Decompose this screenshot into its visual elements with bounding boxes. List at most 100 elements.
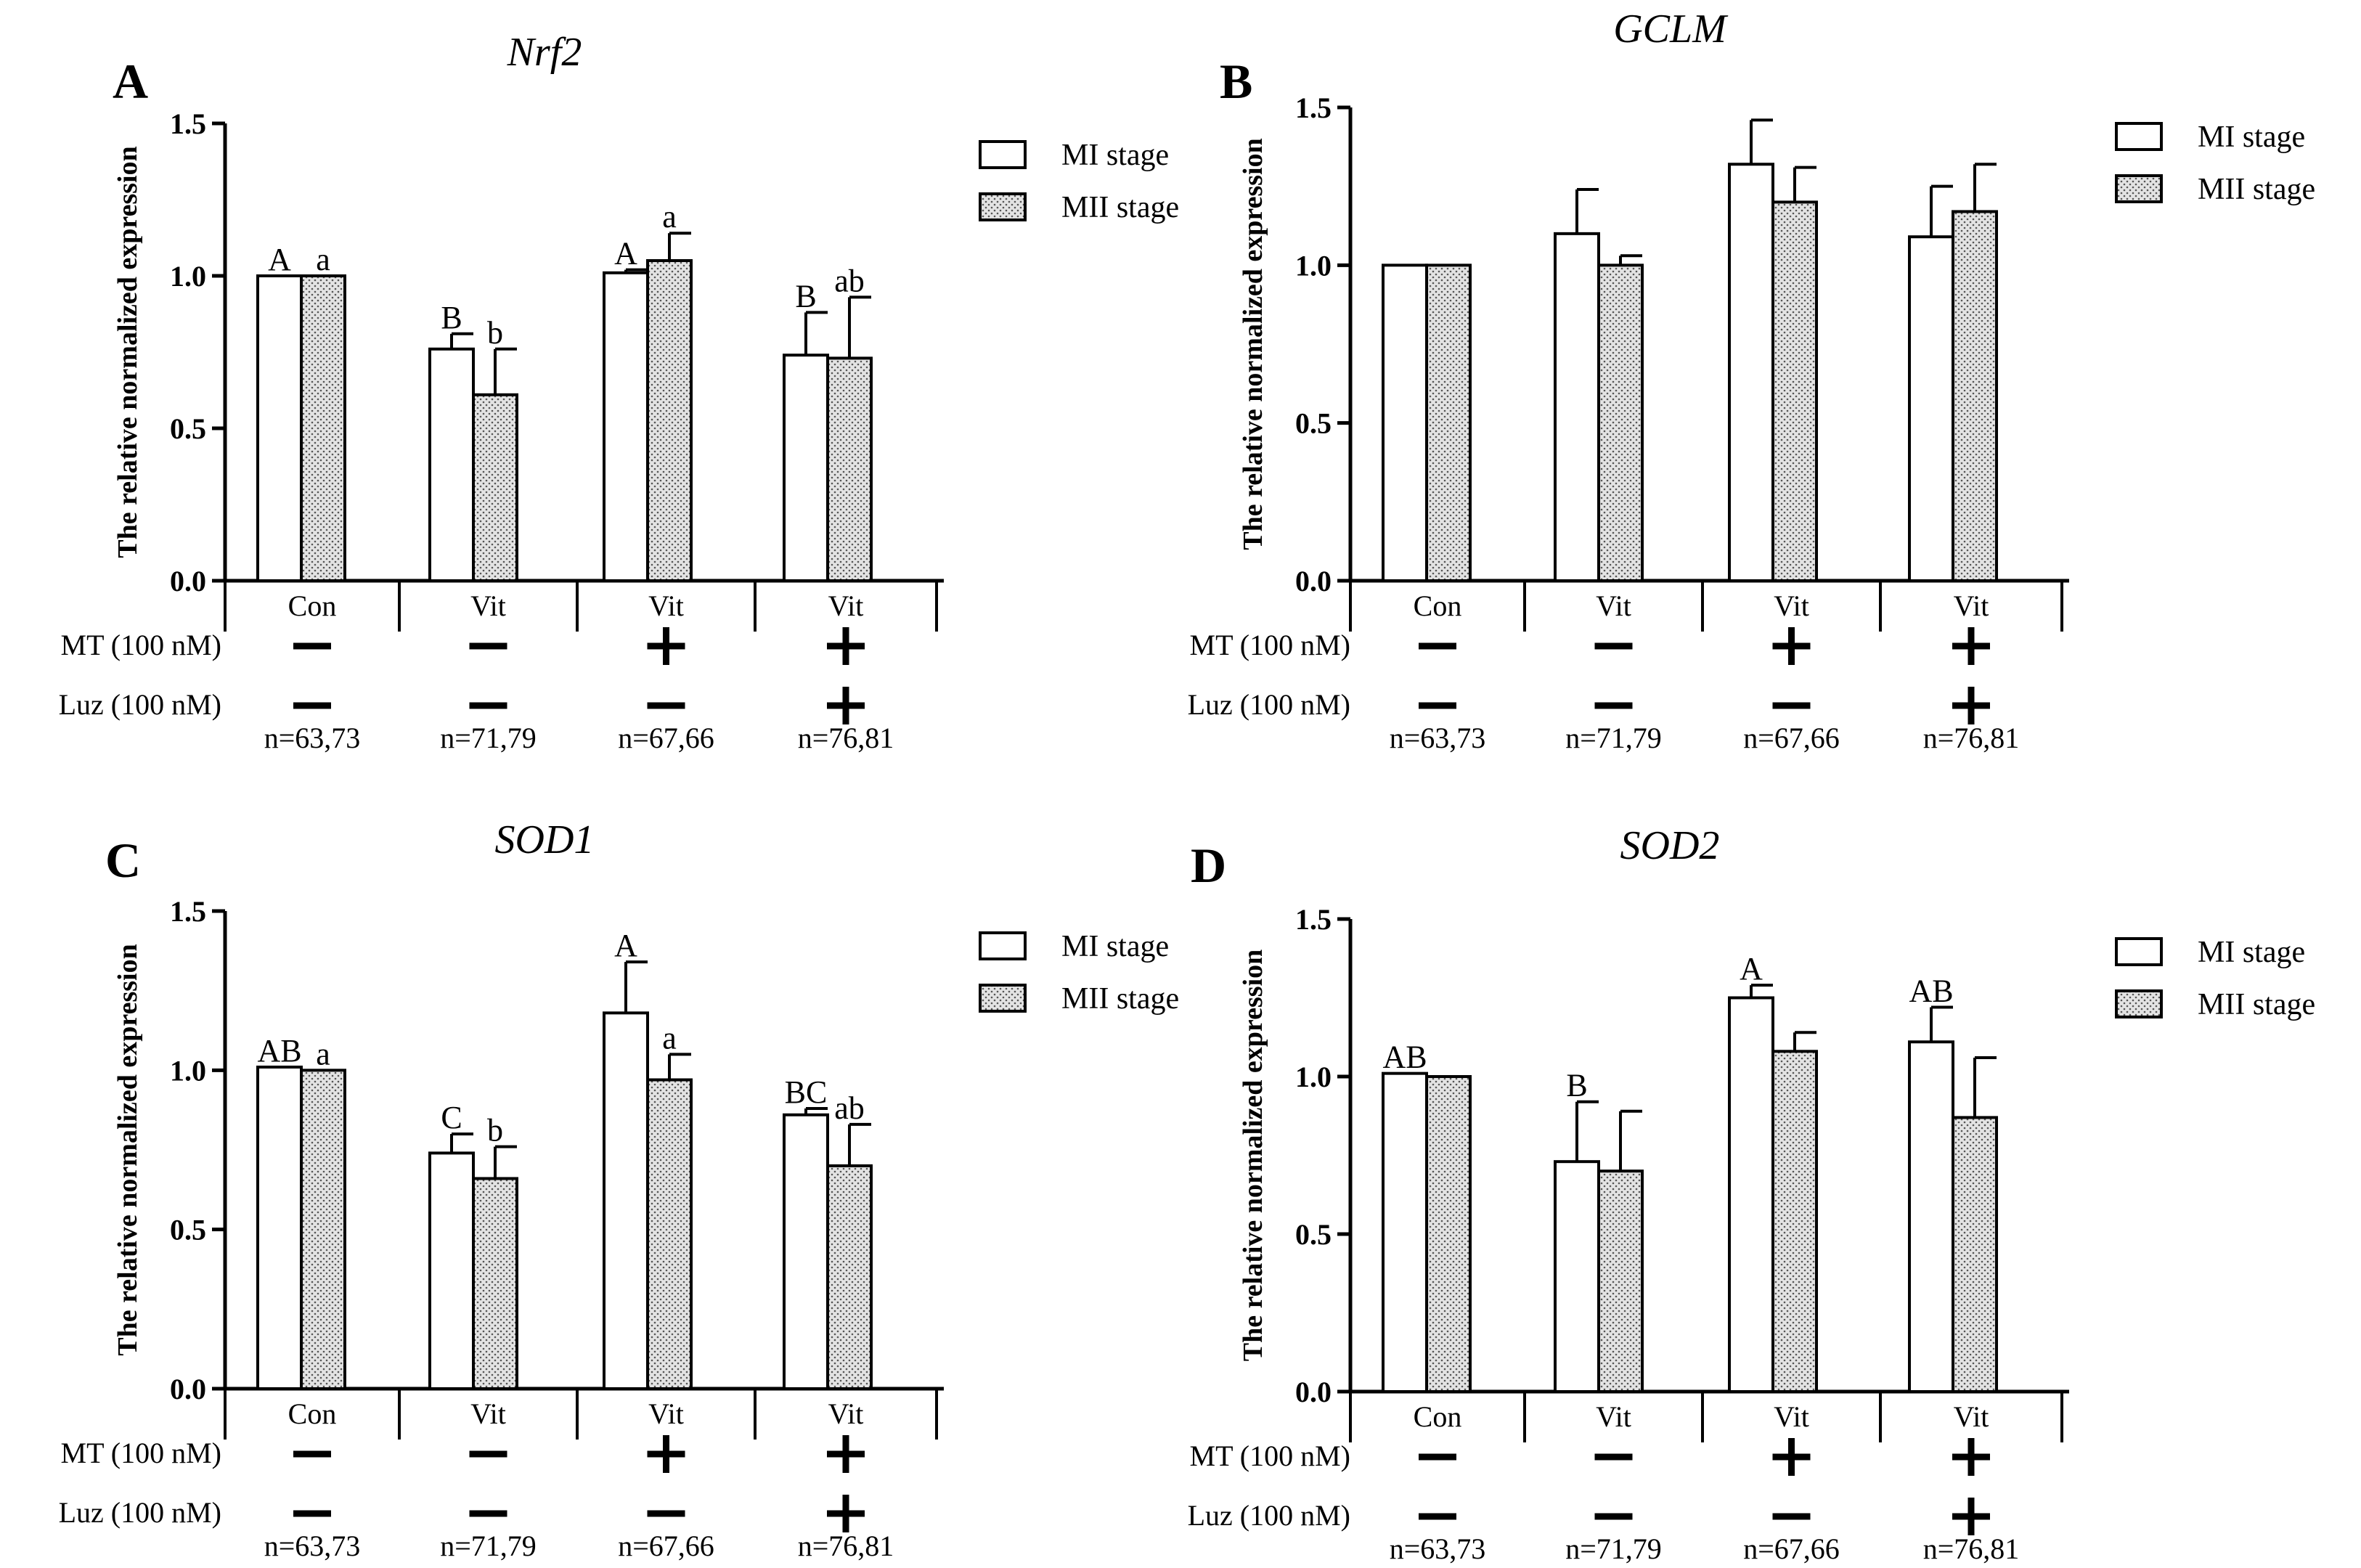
n-label: n=76,81	[1923, 722, 2020, 754]
bar-mi	[783, 354, 829, 582]
treatment-row-label: Luz (100 nM)	[1188, 1499, 1350, 1532]
category-label: Vit	[1596, 1400, 1631, 1433]
legend-swatch-mi	[2115, 122, 2163, 151]
panel-label: D	[1191, 838, 1226, 893]
n-label: n=67,66	[618, 722, 714, 754]
chart-title: SOD2	[1620, 823, 1720, 868]
n-label: n=63,73	[1390, 722, 1486, 754]
bar-mi	[603, 1011, 649, 1390]
treatment-sign-h	[469, 1450, 507, 1458]
treatment-sign	[469, 642, 507, 650]
category-label: Vit	[1774, 589, 1809, 622]
treatment-sign-v	[842, 687, 849, 724]
treatment-sign	[1952, 687, 1990, 724]
bar-mi	[1554, 1160, 1600, 1394]
treatment-sign	[1594, 1513, 1633, 1520]
bar-mii	[472, 393, 518, 582]
treatment-sign	[647, 1510, 685, 1517]
bar-mii	[1597, 264, 1644, 582]
category-label: Vit	[648, 589, 684, 622]
bar-mii	[826, 356, 873, 582]
treatment-sign-h	[1772, 1513, 1811, 1520]
y-tick-label: 0.0	[1295, 1376, 1332, 1408]
treatment-sign	[1419, 642, 1456, 650]
category-label: Vit	[828, 1397, 864, 1430]
bar-mii	[646, 1078, 693, 1390]
treatment-sign	[1594, 642, 1633, 650]
treatment-sign-h	[293, 642, 331, 650]
panel-label: A	[113, 54, 148, 109]
treatment-sign-h	[1419, 1453, 1456, 1461]
significance-letter: B	[1566, 1068, 1587, 1103]
n-label: n=76,81	[798, 1530, 894, 1562]
y-axis-label: The relative normalized expression	[113, 944, 143, 1355]
y-axis-label: The relative normalized expression	[1238, 138, 1268, 550]
treatment-sign	[293, 1450, 331, 1458]
treatment-sign	[1419, 1453, 1456, 1461]
treatment-sign	[1952, 627, 1990, 665]
bar-mii	[472, 1177, 518, 1390]
treatment-sign-h	[293, 702, 331, 709]
n-label: n=71,79	[440, 1530, 537, 1562]
y-tick-label: 0.0	[170, 1373, 206, 1405]
treatment-sign	[827, 687, 865, 724]
category-label: Con	[1414, 589, 1462, 622]
significance-letter: a	[316, 242, 330, 277]
panel-label: C	[105, 833, 141, 888]
treatment-sign-v	[842, 1495, 849, 1532]
y-tick-label: 0.5	[170, 412, 206, 445]
bar-mii	[1952, 210, 1998, 582]
treatment-sign	[827, 627, 865, 665]
treatment-sign	[293, 1510, 331, 1517]
significance-letter: B	[441, 300, 462, 335]
chart-title: GCLM	[1613, 7, 1729, 52]
treatment-sign	[1772, 627, 1811, 665]
treatment-sign	[1772, 702, 1811, 709]
bar-mii	[1425, 264, 1472, 582]
bar-mi	[1728, 163, 1774, 583]
treatment-row-label: Luz (100 nM)	[59, 688, 221, 721]
y-tick-label: 0.0	[170, 565, 206, 597]
significance-letter: A	[614, 928, 637, 963]
significance-letter: AB	[1909, 973, 1953, 1009]
significance-letter: ab	[834, 1090, 865, 1126]
treatment-sign-v	[663, 627, 669, 665]
y-tick-label: 1.5	[170, 107, 206, 140]
significance-letter: A	[1740, 951, 1763, 987]
treatment-sign	[827, 1495, 865, 1532]
treatment-sign	[469, 1450, 507, 1458]
treatment-sign	[1952, 1498, 1990, 1535]
n-label: n=71,79	[440, 722, 537, 754]
chart-title: SOD1	[495, 817, 595, 862]
n-label: n=67,66	[1743, 1532, 1840, 1565]
panel-B: B GCLM The relative normalized expression 0…	[1188, 7, 2316, 754]
treatment-sign	[469, 702, 507, 709]
legend-label: MII stage	[1061, 191, 1179, 224]
significance-letter: a	[662, 199, 677, 234]
treatment-sign-v	[1968, 627, 1975, 665]
treatment-row-label: Luz (100 nM)	[59, 1496, 221, 1529]
significance-letter: ab	[834, 263, 865, 298]
treatment-sign	[1419, 1513, 1456, 1520]
treatment-sign	[647, 627, 685, 665]
legend-label: MII stage	[2198, 173, 2315, 206]
panel-A: A Nrf2 The relative normalized expression 0…	[59, 30, 1180, 754]
treatment-sign-h	[1419, 702, 1456, 709]
y-tick-label: 0.5	[1295, 1218, 1332, 1251]
significance-letter: BC	[785, 1074, 828, 1110]
treatment-sign	[827, 1435, 865, 1473]
legend-swatch-mii	[979, 984, 1027, 1013]
y-tick-label: 1.0	[170, 260, 206, 293]
category-label: Con	[1414, 1400, 1462, 1433]
significance-letter: AB	[257, 1033, 301, 1069]
y-tick-label: 0.5	[1295, 407, 1332, 440]
category-label: Vit	[470, 589, 506, 622]
bar-mii	[300, 274, 346, 582]
significance-letter: B	[795, 278, 816, 314]
significance-letter: A	[614, 236, 637, 271]
category-label: Vit	[1774, 1400, 1809, 1433]
treatment-sign	[1952, 1438, 1990, 1476]
bar-mi	[428, 1151, 475, 1391]
treatment-sign	[1772, 1438, 1811, 1476]
treatment-row-label: MT (100 nM)	[61, 629, 221, 661]
